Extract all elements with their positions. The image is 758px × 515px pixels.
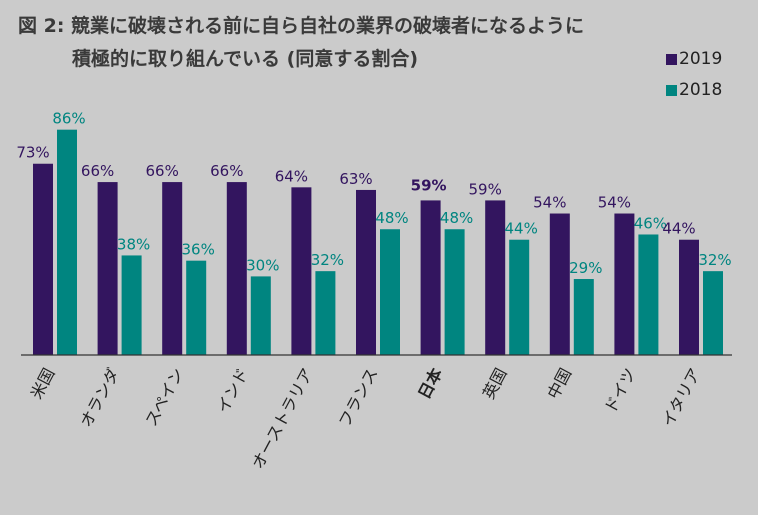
data-label-2018-3: 30%: [246, 256, 279, 274]
data-label-2019-0: 73%: [16, 144, 49, 162]
data-label-2018-8: 29%: [569, 259, 602, 277]
bar-2019-4: [291, 187, 312, 355]
category-label-0: 米国: [27, 365, 59, 402]
bar-2018-7: [509, 239, 530, 355]
data-label-2018-10: 32%: [698, 251, 731, 269]
legend-label-2019: 2019: [679, 49, 723, 69]
data-label-2019-6: 59%: [411, 176, 447, 194]
bar-2019-6: [420, 200, 441, 355]
data-label-2018-6: 48%: [440, 209, 473, 227]
data-label-2018-7: 44%: [505, 220, 538, 238]
data-label-2018-0: 86%: [52, 110, 85, 128]
title-line-1: 図 2: 競業に破壊される前に自ら自社の業界の破壊者になるように: [18, 15, 585, 37]
bar-2018-4: [315, 271, 336, 355]
bar-2018-0: [57, 129, 77, 355]
legend: 2019 2018: [666, 44, 722, 106]
chart-title: 図 2: 競業に破壊される前に自ら自社の業界の破壊者になるように 積極的に取り組…: [18, 10, 584, 76]
category-label-7: 英国: [479, 365, 511, 402]
bar-2018-1: [121, 255, 142, 355]
category-label-1: オランダ: [76, 365, 123, 430]
bar-2019-7: [485, 200, 506, 355]
bar-2019-10: [679, 239, 699, 355]
bar-2019-3: [226, 182, 247, 355]
bar-2019-8: [549, 213, 570, 355]
category-label-2: スペイン: [141, 365, 187, 429]
data-label-2018-2: 36%: [182, 241, 215, 259]
bar-2018-3: [250, 276, 271, 355]
data-label-2018-9: 46%: [634, 214, 667, 232]
title-line-2: 積極的に取り組んでいる (同意する割合): [72, 48, 419, 70]
category-label-4: オーストラリア: [248, 365, 317, 472]
data-label-2018-1: 38%: [117, 235, 150, 253]
data-label-2019-1: 66%: [81, 162, 114, 180]
data-label-2018-5: 48%: [375, 209, 408, 227]
bar-2018-2: [186, 260, 207, 355]
data-label-2019-9: 54%: [598, 194, 631, 212]
bar-2019-5: [356, 189, 376, 355]
legend-swatch-2019: [666, 54, 677, 65]
data-label-2019-5: 63%: [339, 170, 372, 188]
bar-2018-5: [380, 229, 400, 355]
category-label-6: 日本: [414, 365, 446, 402]
data-label-2019-7: 59%: [469, 180, 502, 198]
data-label-2019-4: 64%: [275, 167, 308, 185]
category-label-9: ドイツ: [601, 365, 640, 416]
bar-2018-9: [638, 234, 659, 355]
category-label-3: インド: [213, 365, 252, 416]
category-label-5: フランス: [335, 365, 382, 430]
data-label-2019-3: 66%: [210, 162, 243, 180]
data-label-2019-8: 54%: [533, 194, 566, 212]
data-label-2019-10: 44%: [662, 220, 695, 238]
bar-2019-9: [614, 213, 635, 355]
legend-label-2018: 2018: [679, 80, 723, 100]
legend-swatch-2018: [666, 85, 677, 96]
category-label-10: イタリア: [658, 365, 705, 430]
bar-2018-10: [703, 271, 723, 355]
bar-2018-8: [573, 279, 594, 355]
bar-2019-1: [97, 182, 118, 355]
bar-2018-6: [444, 229, 465, 355]
legend-item-2018: 2018: [666, 75, 722, 106]
data-label-2018-4: 32%: [311, 251, 344, 269]
bar-2019-2: [162, 182, 183, 355]
legend-item-2019: 2019: [666, 44, 722, 75]
bar-2019-0: [33, 163, 53, 355]
category-label-8: 中国: [544, 365, 576, 402]
data-label-2019-2: 66%: [146, 162, 179, 180]
